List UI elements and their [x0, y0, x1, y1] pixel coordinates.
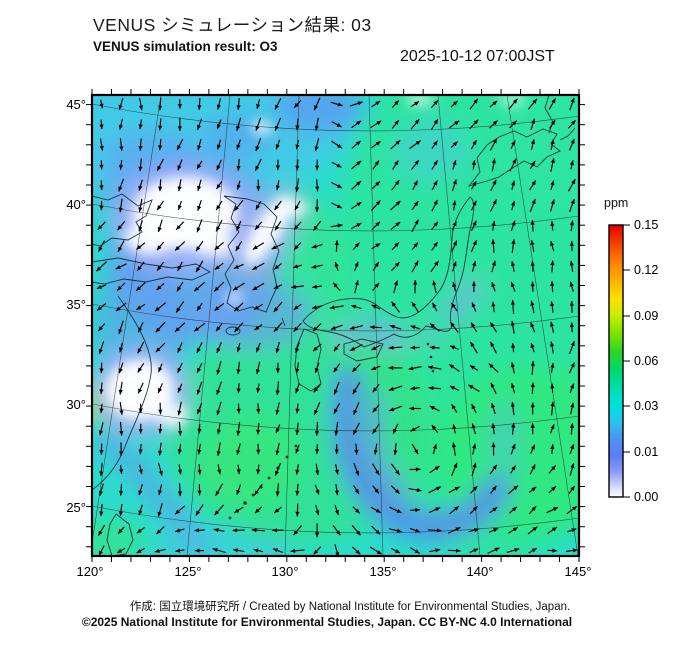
colorbar-tick-label: 0.12	[634, 263, 659, 277]
colorbar-tick-label: 0.03	[634, 399, 659, 413]
colorbar-tick-label: 0.01	[634, 445, 659, 459]
attribution-line: 作成: 国立環境研究所 / Created by National Instit…	[129, 601, 571, 613]
timestamp: 2025-10-12 07:00JST	[400, 48, 555, 65]
lon-label: 120°	[76, 564, 104, 579]
lat-label: 35°	[66, 297, 86, 312]
colorbar-tick-label: 0.00	[634, 490, 659, 504]
page-title-english: VENUS simulation result: O3	[93, 39, 278, 54]
colorbar-unit-label: ppm	[604, 196, 629, 210]
lat-label: 45°	[66, 97, 86, 112]
map-frame	[90, 93, 581, 558]
colorbar-tick-label: 0.09	[634, 309, 659, 323]
lon-label: 125°	[174, 564, 202, 579]
colorbar-tick-label: 0.15	[634, 218, 659, 232]
lon-label: 140°	[466, 564, 494, 579]
lat-label: 30°	[66, 397, 86, 412]
lon-label: 145°	[564, 564, 592, 579]
lon-label: 130°	[271, 564, 299, 579]
wind-vector-arrows	[96, 97, 578, 556]
o3-field	[92, 95, 579, 556]
page-title-japanese: VENUS シミュレーション結果: 03	[93, 15, 372, 35]
colorbar-tick-label: 0.06	[634, 354, 659, 368]
colorbar	[608, 224, 630, 498]
lat-label: 40°	[66, 197, 86, 212]
lon-label: 135°	[369, 564, 397, 579]
lat-label: 25°	[66, 500, 86, 515]
coastlines	[92, 95, 576, 556]
copyright-line: ©2025 National Institute for Environment…	[81, 615, 573, 629]
